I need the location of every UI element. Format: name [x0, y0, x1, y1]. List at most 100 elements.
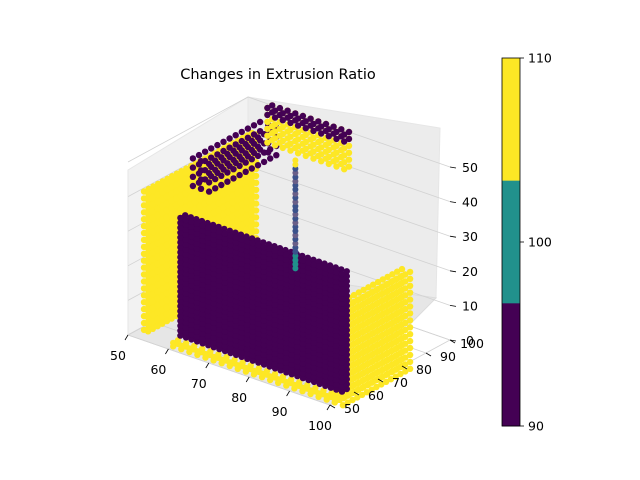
point-purple-main	[327, 330, 335, 337]
colorbar-tick-label: 100	[528, 235, 552, 250]
point-purple-main	[199, 281, 206, 288]
point-yellow-right	[373, 314, 380, 321]
point-purple-main	[305, 318, 312, 325]
point-purple-main	[255, 300, 262, 307]
point-purple-main	[316, 282, 323, 289]
point-purple-upper	[254, 143, 262, 150]
point-purple-main	[188, 311, 195, 319]
point-purple-upper	[205, 160, 213, 168]
point-purple-main	[277, 269, 284, 276]
point-yellow-left	[238, 221, 246, 229]
point-purple-main	[322, 264, 329, 272]
point-yellow-right	[363, 368, 371, 375]
point-yellow-right	[354, 394, 361, 401]
point-yellow-right	[402, 347, 409, 354]
point-yellow-left	[238, 201, 246, 208]
point-yellow-right	[406, 303, 414, 310]
point-yellow-left	[144, 231, 152, 238]
point-yellow-right	[363, 361, 371, 368]
point-yellow-left	[177, 171, 185, 179]
point-yellow-right	[378, 360, 385, 367]
point-yellow-right	[402, 333, 409, 340]
point-purple-main	[210, 299, 217, 307]
point-purple-top	[294, 122, 302, 129]
point-yellow-left	[159, 320, 166, 327]
point-purple-upper	[248, 165, 255, 172]
point-purple-main	[266, 284, 273, 292]
point-purple-main	[249, 333, 256, 340]
point-purple-main	[210, 329, 217, 336]
point-yellow-right	[370, 281, 377, 288]
point-yellow-right	[373, 328, 380, 335]
point-yellow-left	[215, 193, 222, 200]
point-purple-main	[193, 274, 201, 281]
point-purple-main	[216, 228, 223, 235]
point-purple-main	[338, 339, 346, 346]
point-yellow-left	[149, 201, 156, 208]
x-tick-mark	[286, 390, 290, 397]
point-purple-main	[216, 233, 223, 240]
point-purple-main	[310, 344, 318, 351]
point-column	[292, 190, 299, 197]
z-tick-label: 50	[462, 160, 478, 175]
point-purple-main	[227, 290, 234, 298]
point-purple-main	[177, 219, 184, 226]
point-column	[292, 240, 299, 247]
x-tick-mark	[205, 362, 210, 369]
point-purple-upper	[224, 169, 231, 176]
point-purple-main	[255, 271, 262, 278]
point-purple-main	[322, 328, 329, 336]
point-yellow-left	[159, 265, 166, 272]
point-yellow-left	[159, 223, 166, 230]
point-purple-main	[244, 355, 251, 362]
point-purple-main	[322, 314, 329, 321]
point-purple-main	[271, 286, 279, 294]
point-purple-upper	[197, 185, 205, 192]
point-purple-main	[188, 336, 195, 343]
point-purple-main	[216, 345, 223, 353]
point-purple-main	[333, 288, 340, 295]
point-yellow-left	[149, 318, 156, 325]
point-purple-main	[238, 289, 245, 297]
point-purple-main	[249, 279, 256, 286]
point-purple-main	[343, 341, 350, 349]
point-yellow-left	[159, 209, 166, 217]
point-yellow-right	[397, 294, 404, 302]
point-column	[292, 207, 299, 214]
point-purple-main	[299, 355, 307, 362]
point-purple-main	[310, 270, 318, 278]
point-purple-main	[271, 301, 279, 308]
point-yellow-left	[163, 186, 171, 193]
point-purple-main	[260, 312, 268, 319]
point-purple-top	[287, 119, 294, 127]
point-purple-main	[221, 347, 229, 355]
point-yellow-back	[341, 166, 348, 173]
point-yellow-right	[358, 294, 366, 302]
point-purple-main	[260, 292, 268, 300]
point-purple-main	[227, 295, 234, 303]
point-purple-main	[271, 321, 279, 328]
point-purple-main	[327, 340, 335, 347]
point-yellow-right	[397, 280, 404, 288]
point-purple-upper	[218, 154, 225, 161]
point-yellow-right	[382, 364, 390, 372]
point-purple-main	[299, 301, 307, 308]
point-purple-main	[193, 235, 201, 242]
point-purple-top	[318, 123, 325, 130]
point-yellow-left	[144, 238, 152, 245]
point-purple-main	[310, 349, 318, 356]
point-purple-top	[341, 138, 348, 145]
point-yellow-right	[373, 342, 380, 349]
point-purple-main	[343, 282, 350, 290]
point-purple-main	[182, 324, 190, 331]
point-yellow-floor	[299, 384, 306, 391]
point-purple-main	[188, 287, 195, 294]
point-purple-upper	[242, 168, 249, 175]
point-purple-main	[343, 356, 350, 363]
point-yellow-right	[397, 343, 404, 350]
point-yellow-left	[182, 204, 189, 211]
point-purple-main	[255, 359, 262, 366]
point-yellow-floor	[210, 353, 217, 361]
point-yellow-left	[159, 278, 166, 286]
point-purple-main	[310, 280, 318, 288]
